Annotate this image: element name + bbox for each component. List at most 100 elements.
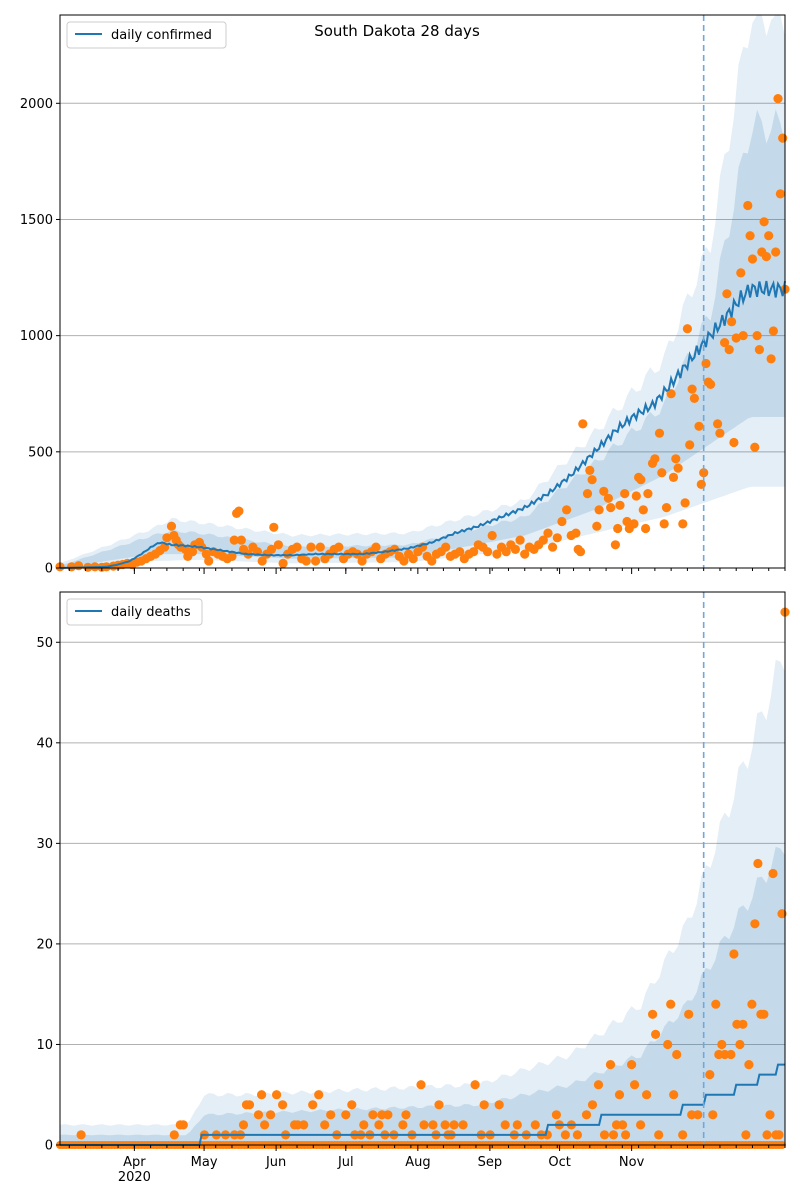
- data-point-111: [557, 516, 567, 527]
- y-tick-label-2: 1000: [20, 329, 53, 344]
- data-point-162: [715, 428, 725, 438]
- data-point-178: [759, 217, 769, 227]
- data-point-127: [613, 523, 623, 534]
- data-point-84: [651, 1029, 661, 1039]
- x-tick-label-5: Sep: [478, 1155, 503, 1170]
- data-point-147: [671, 454, 681, 464]
- data-point-122: [594, 505, 604, 515]
- data-point-72: [599, 1130, 610, 1140]
- data-point-149: [678, 519, 688, 529]
- data-point-98: [717, 1039, 727, 1050]
- data-point-54: [292, 542, 302, 552]
- data-point-39: [398, 1120, 408, 1130]
- data-point-120: [587, 475, 597, 485]
- data-point-158: [701, 358, 711, 369]
- data-point-50: [273, 540, 283, 550]
- data-point-58: [311, 556, 321, 566]
- data-point-129: [620, 489, 630, 499]
- data-point-165: [724, 345, 734, 355]
- data-point-40: [401, 1110, 411, 1120]
- data-point-77: [618, 1120, 628, 1130]
- bottom-y-axis: 0 10 20 30 40 50: [36, 636, 60, 1154]
- x-tick-label-1: May: [191, 1155, 218, 1170]
- data-point-103: [520, 549, 530, 559]
- data-point-85: [654, 1130, 664, 1140]
- x-tick-label-0: 2020: [118, 1170, 151, 1185]
- data-point-148: [673, 463, 683, 473]
- data-point-77: [399, 556, 409, 566]
- chart-title: South Dakota 28 days: [314, 22, 480, 40]
- outer-band: [60, 15, 785, 568]
- data-point-9: [238, 1120, 249, 1130]
- x-tick-label-3: Jul: [337, 1155, 354, 1170]
- data-point-23: [314, 1090, 324, 1100]
- data-point-164: [722, 289, 732, 299]
- data-point-99: [501, 547, 511, 557]
- median-line-path: [59, 279, 786, 569]
- x-tick-label-7: Nov: [619, 1155, 645, 1170]
- data-point-179: [761, 252, 772, 262]
- data-point-21: [299, 1120, 309, 1130]
- y-tick-label-1: 500: [28, 445, 53, 460]
- data-point-150: [680, 498, 690, 508]
- data-point-180: [764, 231, 774, 241]
- data-point-152: [685, 440, 695, 450]
- data-point-160: [706, 379, 716, 389]
- top-y-axis: 0 500 1000 1500 2000: [20, 97, 60, 577]
- bottom-legend: daily deaths: [66, 598, 203, 626]
- data-point-109: [548, 542, 558, 552]
- data-point-66: [560, 1130, 571, 1140]
- data-point-89: [455, 547, 465, 557]
- data-point-186: [778, 133, 788, 143]
- top-x-ticks: [68, 568, 786, 574]
- data-point-75: [390, 544, 400, 555]
- data-point-136: [638, 505, 648, 515]
- data-point-126: [610, 540, 621, 550]
- data-point-11: [244, 1100, 255, 1110]
- data-point-38: [229, 535, 239, 545]
- data-point-118: [582, 489, 593, 499]
- bottom-axes-frame: [59, 591, 786, 1146]
- data-point-130: [622, 516, 632, 527]
- data-point-86: [663, 1039, 673, 1050]
- data-point-109: [753, 858, 763, 869]
- data-point-138: [643, 489, 653, 499]
- data-point-132: [629, 519, 639, 529]
- data-point-27: [341, 1110, 351, 1120]
- data-point-174: [750, 442, 760, 452]
- data-point-49: [269, 522, 279, 532]
- data-point-20: [166, 521, 177, 531]
- data-point-112: [762, 1130, 772, 1140]
- data-point-42: [416, 1080, 426, 1090]
- data-point-68: [357, 556, 367, 566]
- data-point-89: [672, 1049, 682, 1060]
- top-median-line: [59, 279, 786, 569]
- data-point-108: [750, 919, 760, 929]
- data-point-47: [440, 1120, 450, 1130]
- data-point-114: [571, 528, 581, 538]
- data-point-74: [608, 1130, 619, 1140]
- top-uncertainty-bands: [60, 15, 785, 569]
- data-point-27: [187, 547, 198, 557]
- data-point-56: [301, 556, 311, 566]
- data-point-104: [738, 1019, 748, 1029]
- data-point-117: [578, 419, 588, 429]
- data-point-166: [727, 317, 737, 327]
- data-point-57: [306, 542, 316, 552]
- data-point-48: [266, 544, 277, 555]
- data-point-184: [773, 94, 783, 104]
- data-point-171: [743, 200, 753, 211]
- data-point-145: [666, 389, 676, 399]
- data-point-15: [266, 1110, 276, 1120]
- data-point-103: [735, 1039, 745, 1050]
- data-point-96: [487, 530, 497, 541]
- top-axes-frame: [59, 14, 786, 569]
- data-point-46: [434, 1100, 444, 1110]
- data-point-56: [494, 1100, 504, 1110]
- data-point-119: [585, 465, 595, 475]
- data-point-137: [641, 523, 651, 534]
- data-point-79: [408, 554, 418, 564]
